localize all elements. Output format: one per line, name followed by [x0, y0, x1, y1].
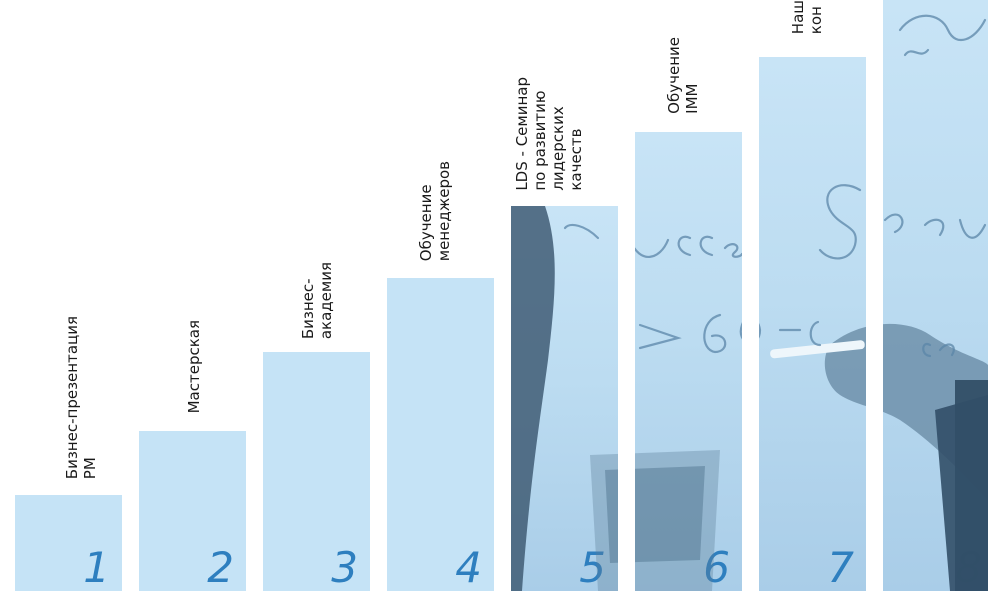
step-8-number: 8	[955, 543, 982, 591]
step-3-bar: 3	[263, 352, 370, 591]
step-6: 6 Обучение IMM	[635, 0, 742, 591]
step-4-number: 4	[455, 543, 482, 591]
step-2-number: 2	[207, 543, 234, 591]
step-8-bar: 8	[883, 0, 988, 591]
step-6-label: Обучение IMM	[665, 37, 701, 114]
step-1-label: Бизнес-презентация PM	[63, 315, 99, 479]
step-1-number: 1	[83, 543, 110, 591]
step-2: 2 Мастерская	[139, 0, 246, 591]
step-8: 8	[883, 0, 988, 591]
step-7-number: 7	[827, 543, 854, 591]
step-5: 5 LDS - Семинар по развитию лидерских ка…	[511, 0, 618, 591]
step-4-bar: 4	[387, 278, 494, 591]
step-7-bar: 7	[759, 57, 866, 591]
step-1-bar: 1	[15, 495, 122, 591]
step-6-bar: 6	[635, 132, 742, 591]
step-4-label: Обучение менеджеров	[417, 160, 453, 261]
step-2-label: Мастерская	[185, 319, 203, 413]
step-5-number: 5	[579, 543, 606, 591]
step-6-number: 6	[703, 543, 730, 591]
step-3: 3 Бизнес- академия	[263, 0, 370, 591]
step-7-label: Наш кон	[789, 0, 825, 35]
step-5-bar: 5	[511, 206, 618, 591]
step-2-bar: 2	[139, 431, 246, 591]
step-3-label: Бизнес- академия	[299, 261, 335, 339]
step-3-number: 3	[331, 543, 358, 591]
step-5-label: LDS - Семинар по развитию лидерских каче…	[513, 77, 585, 191]
step-7: 7 Наш кон	[759, 0, 866, 591]
step-1: 1 Бизнес-презентация PM	[15, 0, 122, 591]
step-4: 4 Обучение менеджеров	[387, 0, 494, 591]
